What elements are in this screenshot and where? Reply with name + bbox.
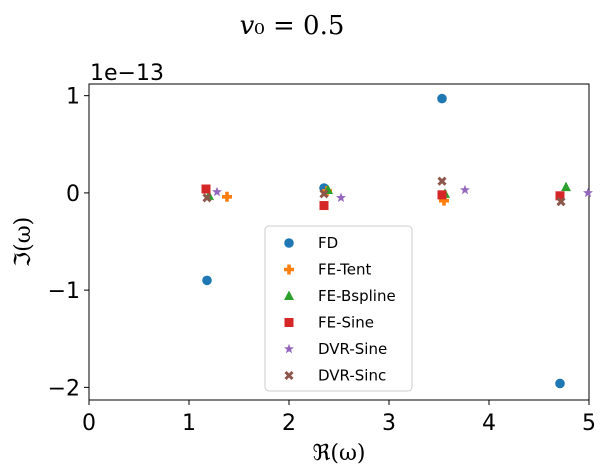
legend-label: FE-Bspline	[318, 287, 396, 305]
x-tick-label: 4	[482, 411, 496, 436]
data-point	[319, 201, 329, 211]
data-point	[555, 191, 565, 201]
x-tick-label: 1	[182, 411, 196, 436]
y-tick-label: 0	[66, 182, 80, 207]
series-fd	[202, 93, 565, 389]
legend-item: FE-Sine	[284, 314, 374, 332]
x-axis-label: ℜ(ω)	[312, 441, 365, 466]
legend-label: FE-Sine	[318, 314, 374, 332]
plot-area	[88, 83, 590, 401]
data-point	[319, 189, 329, 199]
data-point	[556, 197, 566, 207]
title-rest: ₀ = 0.5	[254, 11, 344, 41]
data-point	[561, 181, 571, 192]
series-fe-bspline	[204, 181, 571, 200]
data-point	[202, 193, 212, 203]
data-point	[437, 190, 447, 200]
data-point	[583, 187, 593, 198]
data-point	[222, 191, 232, 202]
data-point	[201, 184, 211, 194]
data-point	[439, 195, 450, 206]
x-marker-stroke	[284, 370, 294, 381]
series-dvr-sine	[212, 184, 593, 202]
legend-marker	[284, 238, 294, 248]
legend-marker	[284, 370, 294, 381]
x-marker-stroke	[437, 176, 447, 186]
chart-title: v₀ = 0.5	[240, 11, 345, 41]
x-marker-stroke	[556, 197, 566, 207]
legend-label: DVR-Sine	[318, 340, 387, 358]
x-marker-stroke	[202, 193, 212, 203]
data-point	[336, 192, 346, 202]
legend: FD FE-Tent FE-Bspline FE-Sine DVR-Sine DVR-Si…	[264, 225, 413, 392]
y-axis: 1 0 −1 −2	[48, 85, 89, 401]
x-tick-label: 5	[582, 411, 596, 436]
legend-item: FE-Tent	[284, 261, 371, 279]
data-points	[201, 93, 593, 389]
x-tick-label: 0	[82, 411, 96, 436]
legend-item: DVR-Sinc	[284, 367, 386, 385]
legend-box	[264, 225, 413, 392]
legend-label: FD	[318, 234, 338, 252]
x-axis: 0 1 2 3 4 5	[82, 400, 596, 436]
x-marker-stroke	[319, 189, 329, 199]
y-tick-label: −1	[48, 279, 80, 304]
legend-item: FE-Bspline	[284, 287, 396, 305]
x-tick-label: 2	[282, 411, 296, 436]
data-point	[437, 176, 447, 186]
data-point	[555, 378, 565, 389]
data-point	[212, 186, 222, 197]
legend-marker	[284, 343, 294, 354]
legend-label: DVR-Sinc	[318, 367, 386, 385]
series-fe-tent	[222, 185, 450, 206]
title-var: v	[240, 11, 255, 41]
y-offset-label: 1e−13	[90, 61, 164, 86]
series-fe-sine	[201, 184, 565, 211]
y-tick-label: −2	[48, 376, 80, 401]
data-point	[202, 275, 212, 286]
data-point	[437, 93, 447, 104]
legend-item: DVR-Sine	[284, 340, 387, 358]
legend-label: FE-Tent	[318, 261, 371, 279]
data-point	[460, 184, 470, 195]
legend-marker	[284, 290, 294, 300]
legend-item: FD	[284, 234, 338, 252]
y-axis-label: ℑ(ω)	[11, 217, 36, 267]
y-tick-label: 1	[66, 85, 80, 110]
x-tick-label: 3	[382, 411, 396, 436]
legend-marker	[284, 264, 295, 275]
series-dvr-sinc	[202, 176, 566, 207]
legend-marker	[284, 318, 294, 327]
